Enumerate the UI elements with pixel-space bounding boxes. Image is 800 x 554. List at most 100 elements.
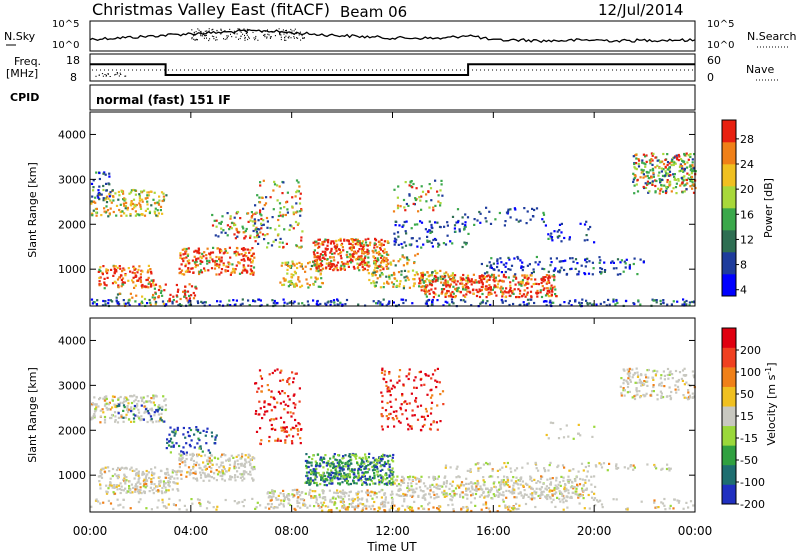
power-cell <box>348 253 351 256</box>
velocity-cell <box>221 478 224 481</box>
velocity-cell <box>380 496 383 499</box>
velocity-cell <box>163 491 167 494</box>
velocity-cell <box>205 430 208 433</box>
power-cell <box>412 278 415 281</box>
power-cell <box>313 256 316 259</box>
power-cell <box>211 251 215 254</box>
velocity-cell <box>277 390 280 393</box>
noise-dot <box>293 37 295 39</box>
power-cell <box>436 299 439 302</box>
noise-dot <box>213 36 215 38</box>
power-cell <box>553 285 556 288</box>
power-cell <box>185 256 188 259</box>
power-cell <box>201 260 204 263</box>
velocity-cell <box>116 405 119 408</box>
power-cell <box>684 178 687 181</box>
power-cell <box>428 220 431 223</box>
power-cell <box>292 274 295 277</box>
velocity-cell <box>314 470 317 473</box>
power-cell <box>200 300 203 303</box>
power-cell <box>429 279 432 283</box>
power-cell <box>418 277 421 280</box>
power-cell <box>430 223 433 227</box>
velocity-cell <box>351 470 354 473</box>
velocity-cell <box>206 427 209 430</box>
power-cell <box>90 298 94 301</box>
power-cell <box>186 269 189 272</box>
power-cell <box>307 286 310 289</box>
power-cell <box>121 277 125 280</box>
velocity-cell <box>283 421 286 424</box>
velocity-cell <box>417 495 420 498</box>
velocity-cell <box>473 488 476 492</box>
power-cell <box>556 235 559 238</box>
power-cell <box>286 268 289 271</box>
power-cell <box>372 280 375 283</box>
power-cell <box>188 297 191 300</box>
noise-dot <box>209 38 211 40</box>
power-cell <box>141 270 144 273</box>
velocity-cell <box>525 493 528 496</box>
noise-dot <box>216 30 218 32</box>
noise-dot <box>205 34 207 36</box>
velocity-cell <box>204 464 207 467</box>
power-cell <box>255 211 258 214</box>
velocity-cell <box>115 485 118 488</box>
power-cell <box>360 260 364 264</box>
power-cell <box>428 206 431 209</box>
power-cell <box>118 303 121 306</box>
power-cell <box>386 267 389 270</box>
power-cell <box>690 175 694 178</box>
power-cell <box>393 188 396 191</box>
power-cell <box>524 295 527 298</box>
velocity-cell <box>105 492 109 495</box>
power-cell <box>397 243 400 246</box>
power-cell <box>222 229 225 232</box>
velocity-cell <box>167 476 170 480</box>
velocity-cell <box>527 495 530 498</box>
velocity-cell <box>233 465 236 468</box>
power-cell <box>105 201 109 204</box>
power-cell <box>544 300 547 303</box>
power-cell <box>641 161 644 164</box>
power-cell <box>687 177 690 180</box>
power-cell <box>324 250 327 253</box>
power-cell <box>286 272 289 275</box>
velocity-cell <box>282 493 285 496</box>
power-cell <box>654 166 657 169</box>
velocity-cell <box>342 501 345 504</box>
power-cell <box>315 269 318 272</box>
date-label: 12/Jul/2014 <box>598 1 683 19</box>
power-cell <box>379 261 383 264</box>
power-cell <box>191 259 194 262</box>
velocity-cell <box>567 481 570 484</box>
power-cell <box>294 220 298 224</box>
velocity-cell <box>291 426 294 429</box>
velocity-cell <box>435 386 438 389</box>
power-cell <box>362 243 365 246</box>
power-cell <box>284 213 287 217</box>
power-cell <box>364 251 367 254</box>
velocity-cell <box>134 398 137 401</box>
power-cell <box>487 291 490 294</box>
power-cell <box>651 159 654 162</box>
power-cell <box>505 287 508 290</box>
velocity-cell <box>188 427 191 430</box>
power-cell <box>123 197 126 200</box>
power-cell <box>645 160 648 163</box>
power-cell <box>234 250 238 253</box>
power-cell <box>529 218 532 221</box>
velocity-cell <box>575 476 578 479</box>
power-cell <box>228 246 231 249</box>
velocity-cell <box>152 394 155 397</box>
power-cell <box>299 192 302 195</box>
velocity-cell <box>298 400 301 403</box>
velocity-cell <box>237 454 240 457</box>
velocity-cell <box>354 453 357 456</box>
power-cell <box>451 279 454 282</box>
velocity-cell <box>533 478 536 481</box>
power-cell <box>358 269 361 272</box>
power-cell <box>549 299 552 302</box>
noise-dot <box>212 28 214 30</box>
velocity-cell <box>465 493 468 496</box>
